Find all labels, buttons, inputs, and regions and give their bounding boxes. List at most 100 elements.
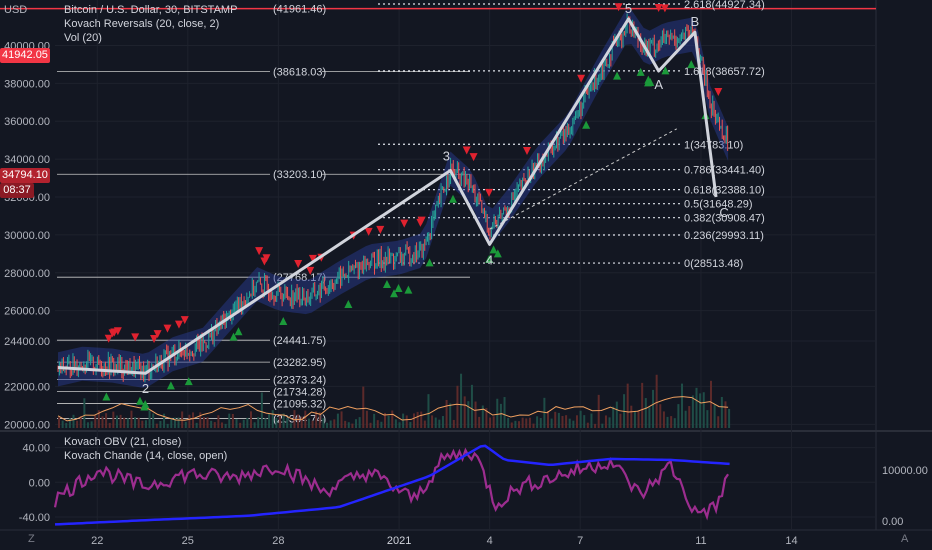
volume-bar [594,423,597,428]
wave-label: 3 [443,148,450,163]
volume-bar [695,387,698,428]
volume-bar [702,392,705,428]
buy-reversal-marker [234,327,243,336]
volume-ma-line [57,396,729,422]
x-tick-label: 2021 [387,535,411,547]
volume-bar [163,413,166,428]
y-tick-label: 20000.00 [4,419,50,431]
volume-bar [365,410,368,428]
y-tick-label: 34000.00 [4,154,50,166]
volume-bar [398,422,401,428]
wave-label: C [719,205,728,220]
volume-bar [221,422,224,428]
volume-bar [307,418,310,428]
volume-bar [217,415,220,428]
volume-bar [72,414,75,428]
y-tick-label: 26000.00 [4,306,50,318]
volume-bar [260,392,263,428]
volume-bar [503,397,506,428]
sell-reversal-marker [294,260,303,269]
auto-scale-toggle[interactable]: A [901,533,909,545]
volume-bar [202,417,205,428]
volume-bar [550,418,553,428]
volume-bar [478,416,481,428]
volume-bar [311,420,314,428]
volume-bar [137,417,140,428]
volume-bar [434,417,437,428]
sell-reversal-marker [308,254,317,263]
volume-bar [170,417,173,428]
volume-bar [340,411,343,428]
volume-bar [405,415,408,428]
buy-reversal-marker [394,283,403,292]
volume-bar [293,410,296,428]
volume-series [58,373,731,428]
volume-bar [177,417,180,428]
zoom-toggle[interactable]: Z [28,533,35,545]
volume-bar [369,422,372,428]
sell-reversal-marker [153,330,162,339]
sell-reversal-marker [462,146,471,155]
volume-bar [699,393,702,428]
sell-reversal-marker [614,3,623,12]
volume-bar [579,410,582,428]
volume-bar [195,422,198,428]
sell-reversal-marker [469,153,478,162]
volume-bar [427,394,430,428]
x-tick-label: 14 [785,535,797,547]
sell-reversal-marker [660,4,669,13]
volume-bar [525,418,528,428]
volume-bar [706,410,709,428]
volume-bar [329,420,332,428]
sell-reversal-marker [174,320,183,329]
volume-bar [677,404,680,428]
volume-bar [253,422,256,428]
fib-level-label: 2.618(44927.34) [684,0,765,11]
volume-bar [166,423,169,428]
volume-bar [673,418,676,428]
volume-bar [720,396,723,428]
volume-bar [449,403,452,428]
volume-bar [518,421,521,428]
buy-reversal-marker [102,392,111,401]
buy-reversal-marker [582,120,591,129]
volume-bar [115,415,118,428]
volume-bar [409,422,412,428]
volume-bar [148,410,151,428]
buy-reversal-marker [489,245,498,254]
pivot-label: (33203.10) [273,169,326,181]
wave-label: 2 [142,381,149,396]
obv-line [54,444,730,526]
oscillator-tick-label: -40.00 [19,512,50,524]
elliott-wave-zigzag [57,17,718,375]
y-tick-label: 28000.00 [4,268,50,280]
volume-bar [373,413,376,428]
legend-kovach-reversals[interactable]: Kovach Reversals (20, close, 2) [64,18,220,30]
legend-kovach-obv[interactable]: Kovach OBV (21, close) [64,436,182,448]
volume-bar [499,403,502,428]
y-tick-label: 24400.00 [4,336,50,348]
volume-bar [206,417,209,428]
volume-bar [152,413,155,428]
legend-volume[interactable]: Vol (20) [64,32,102,44]
buy-reversal-marker [613,71,622,80]
last-price-tag: 34794.10 [0,168,50,183]
sell-reversal-marker [416,218,425,227]
sell-reversal-marker [108,329,117,338]
legend-kovach-chande[interactable]: Kovach Chande (14, close, open) [64,450,228,462]
volume-bar [210,420,213,428]
sell-reversal-marker [255,247,264,256]
volume-bar [192,412,195,428]
volume-bar [590,413,593,428]
volume-bar [101,416,104,428]
volume-bar [630,405,633,428]
sell-reversal-marker [180,316,189,325]
volume-bar [271,410,274,428]
volume-bar [633,411,636,428]
volume-bar [347,422,350,428]
legend-symbol[interactable]: Bitcoin / U.S. Dollar, 30, BITSTAMP [64,4,238,16]
wave-label: 5 [625,1,632,16]
volume-bar [173,417,176,428]
